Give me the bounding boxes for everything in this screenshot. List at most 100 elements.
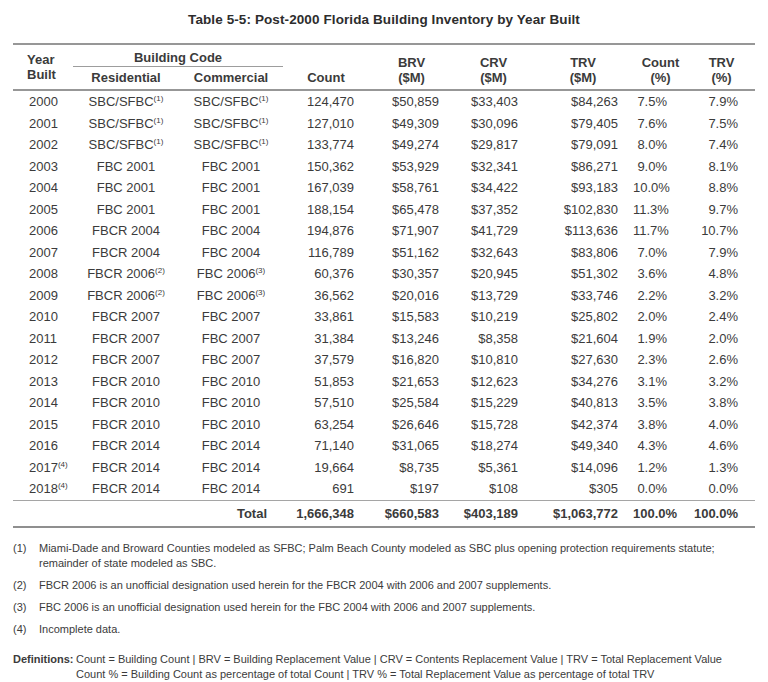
table-row: 2017(4)FBCR 2014FBC 201419,664$8,735$5,3…	[13, 457, 755, 479]
footnotes: (1)Miami-Dade and Broward Counties model…	[13, 541, 755, 637]
cell-brv: $13,246	[369, 328, 454, 350]
cell-residential-code: FBCR 2007	[73, 306, 179, 328]
cell-trv: $25,802	[533, 306, 633, 328]
cell-count-pct: 2.2%	[633, 285, 688, 307]
cell-residential-code: SBC/SFBC(1)	[73, 134, 179, 156]
cell-commercial-code: FBC 2014	[179, 457, 283, 479]
cell-crv: $33,403	[454, 90, 533, 113]
cell-crv: $32,643	[454, 242, 533, 264]
cell-trv: $79,405	[533, 113, 633, 135]
cell-crv: $10,810	[454, 349, 533, 371]
cell-trv-pct: 8.8%	[688, 177, 755, 199]
cell-count-pct: 4.3%	[633, 435, 688, 457]
cell-count: 63,254	[283, 414, 369, 436]
col-header-count-pct: Count (%)	[633, 44, 688, 90]
cell-count: 116,789	[283, 242, 369, 264]
cell-trv: $27,630	[533, 349, 633, 371]
cell-brv: $15,583	[369, 306, 454, 328]
cell-residential-code: FBC 2001	[73, 199, 179, 221]
cell-brv: $30,357	[369, 263, 454, 285]
cell-trv-pct: 7.5%	[688, 113, 755, 135]
cell-brv: $51,162	[369, 242, 454, 264]
cell-count: 71,140	[283, 435, 369, 457]
cell-count: 691	[283, 478, 369, 500]
cell-year-built: 2015	[13, 414, 73, 436]
cell-trv: $79,091	[533, 134, 633, 156]
definitions-line1: Count = Building Count | BRV = Building …	[76, 652, 755, 667]
cell-residential-code: SBC/SFBC(1)	[73, 113, 179, 135]
footnote: (1)Miami-Dade and Broward Counties model…	[13, 541, 755, 571]
definitions-label: Definitions:	[13, 652, 76, 682]
cell-crv: $37,352	[454, 199, 533, 221]
col-header-brv-line2: ($M)	[369, 70, 454, 85]
document-page: Table 5-5: Post-2000 Florida Building In…	[0, 0, 768, 682]
cell-trv-pct: 9.7%	[688, 199, 755, 221]
cell-trv: $305	[533, 478, 633, 500]
col-header-trv-pct-line1: TRV	[688, 55, 755, 70]
cell-residential-code: FBCR 2010	[73, 392, 179, 414]
cell-count-pct: 9.0%	[633, 156, 688, 178]
cell-count: 33,861	[283, 306, 369, 328]
cell-crv: $30,096	[454, 113, 533, 135]
cell-crv: $29,817	[454, 134, 533, 156]
footnote-reference-superscript: (4)	[58, 459, 68, 468]
cell-commercial-code: FBC 2014	[179, 478, 283, 500]
table-row: 2012FBCR 2007FBC 200737,579$16,820$10,81…	[13, 349, 755, 371]
cell-count: 60,376	[283, 263, 369, 285]
col-header-trv-line2: ($M)	[533, 70, 633, 85]
col-header-trv-line1: TRV	[533, 55, 633, 70]
cell-trv: $40,813	[533, 392, 633, 414]
footnote-reference-superscript: (1)	[259, 137, 269, 146]
cell-crv: $5,361	[454, 457, 533, 479]
cell-trv-pct: 2.0%	[688, 328, 755, 350]
cell-crv: $41,729	[454, 220, 533, 242]
cell-brv: $26,646	[369, 414, 454, 436]
table-row: 2008FBCR 2006(2)FBC 2006(3)60,376$30,357…	[13, 263, 755, 285]
cell-crv: $15,229	[454, 392, 533, 414]
cell-commercial-code: FBC 2007	[179, 306, 283, 328]
cell-count-pct: 7.0%	[633, 242, 688, 264]
table-row: 2004FBC 2001FBC 2001167,039$58,761$34,42…	[13, 177, 755, 199]
col-header-count-pct-line1: Count	[633, 55, 688, 70]
cell-commercial-code: FBC 2007	[179, 349, 283, 371]
cell-year-built: 2002	[13, 134, 73, 156]
cell-trv: $84,263	[533, 90, 633, 113]
total-trv-pct: 100.0%	[688, 500, 755, 527]
cell-residential-code: FBCR 2007	[73, 328, 179, 350]
cell-count-pct: 11.7%	[633, 220, 688, 242]
cell-crv: $34,422	[454, 177, 533, 199]
col-header-year-line1: Year	[27, 52, 73, 67]
cell-count: 57,510	[283, 392, 369, 414]
cell-brv: $197	[369, 478, 454, 500]
cell-commercial-code: FBC 2010	[179, 392, 283, 414]
cell-trv-pct: 4.0%	[688, 414, 755, 436]
table-row: 2018(4)FBCR 2014FBC 2014691$197$108$3050…	[13, 478, 755, 500]
footnote-reference-superscript: (3)	[255, 287, 265, 296]
cell-count-pct: 3.6%	[633, 263, 688, 285]
cell-trv: $49,340	[533, 435, 633, 457]
cell-trv: $14,096	[533, 457, 633, 479]
footnote-text: Incomplete data.	[39, 622, 755, 637]
table-row: 2000SBC/SFBC(1)SBC/SFBC(1)124,470$50,859…	[13, 90, 755, 113]
definitions-text: Count = Building Count | BRV = Building …	[76, 652, 755, 682]
cell-trv-pct: 8.1%	[688, 156, 755, 178]
col-header-trv: TRV ($M)	[533, 44, 633, 90]
cell-crv: $10,219	[454, 306, 533, 328]
cell-trv-pct: 3.8%	[688, 392, 755, 414]
cell-year-built: 2001	[13, 113, 73, 135]
cell-commercial-code: FBC 2001	[179, 156, 283, 178]
cell-trv: $93,183	[533, 177, 633, 199]
cell-residential-code: FBCR 2014	[73, 478, 179, 500]
col-header-trv-pct-line2: (%)	[688, 70, 755, 85]
cell-residential-code: FBCR 2010	[73, 414, 179, 436]
footnote-reference-superscript: (1)	[259, 94, 269, 103]
cell-year-built: 2000	[13, 90, 73, 113]
cell-count-pct: 7.6%	[633, 113, 688, 135]
cell-count-pct: 2.3%	[633, 349, 688, 371]
cell-brv: $58,761	[369, 177, 454, 199]
cell-brv: $53,929	[369, 156, 454, 178]
cell-crv: $108	[454, 478, 533, 500]
cell-trv: $33,746	[533, 285, 633, 307]
cell-trv: $86,271	[533, 156, 633, 178]
cell-count-pct: 7.5%	[633, 90, 688, 113]
